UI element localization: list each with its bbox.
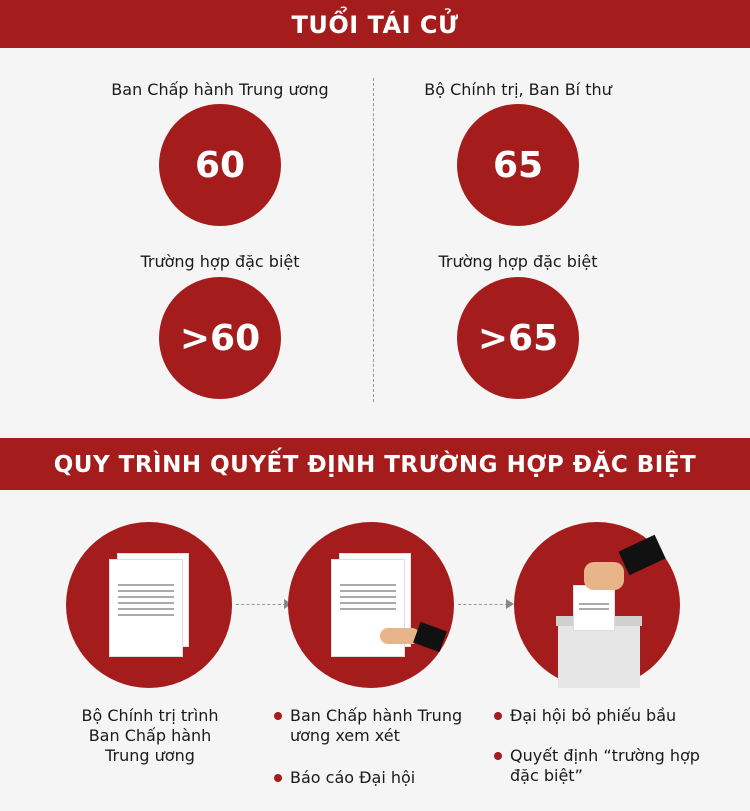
label-special-left: Trường hợp đặc biệt: [140, 252, 300, 271]
age-circle-central: 60: [159, 104, 281, 226]
step-1-text: Bộ Chính trị trình Ban Chấp hành Trung ư…: [81, 706, 219, 765]
ballot-box-icon: [514, 522, 680, 688]
step-3-text: Đại hội bỏ phiếu bầu Quyết định “trường …: [494, 706, 724, 806]
document-review-icon: [288, 522, 454, 688]
age-circle-special-central: >60: [159, 277, 281, 399]
age-circle-special-politburo: >65: [457, 277, 579, 399]
arrow-icon: [236, 599, 292, 609]
step-2-text: Ban Chấp hành Trung ương xem xét Báo cáo…: [274, 706, 474, 808]
bullet-item: Quyết định “trường hợp đặc biệt”: [494, 746, 724, 786]
divider: [373, 78, 374, 402]
section-title-process: QUY TRÌNH QUYẾT ĐỊNH TRƯỜNG HỢP ĐẶC BIỆT: [0, 438, 750, 490]
bullet-item: Ban Chấp hành Trung ương xem xét: [274, 706, 474, 746]
age-circle-politburo: 65: [457, 104, 579, 226]
label-special-right: Trường hợp đặc biệt: [438, 252, 598, 271]
section-title-age: TUỔI TÁI CỬ: [0, 0, 750, 48]
label-politburo: Bộ Chính trị, Ban Bí thư: [424, 80, 612, 99]
bullet-item: Đại hội bỏ phiếu bầu: [494, 706, 724, 726]
bullet-item: Báo cáo Đại hội: [274, 768, 474, 788]
document-icon: [66, 522, 232, 688]
arrow-icon: [458, 599, 514, 609]
label-central-committee: Ban Chấp hành Trung ương: [111, 80, 329, 99]
